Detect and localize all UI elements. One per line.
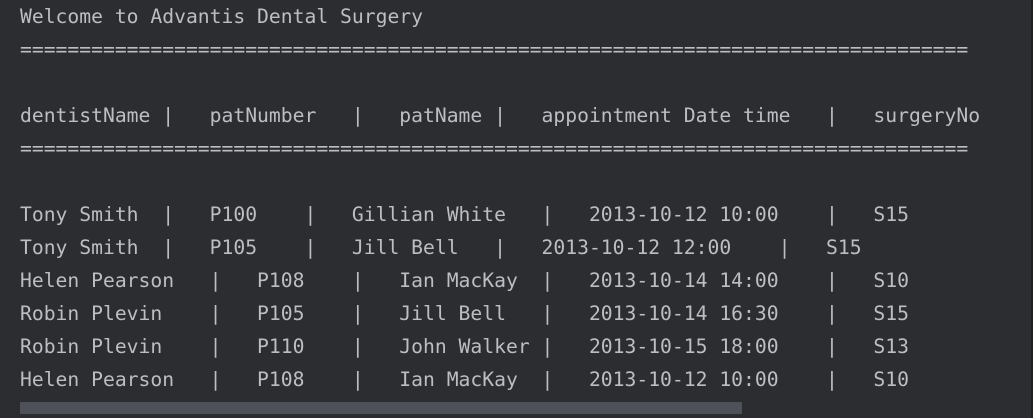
- panel-edge-divider: [1031, 0, 1033, 418]
- blank-line: [20, 66, 980, 99]
- appointment-row: Helen Pearson | P108 | Ian MacKay | 2013…: [20, 368, 909, 391]
- separator-line: ========================================…: [20, 38, 969, 61]
- appointment-row: Robin Plevin | P105 | Jill Bell | 2013-1…: [20, 302, 909, 325]
- table-header-line: dentistName | patNumber | patName | appo…: [20, 104, 981, 127]
- appointment-row: Robin Plevin | P110 | John Walker | 2013…: [20, 335, 909, 358]
- console-output[interactable]: Welcome to Advantis Dental Surgery ======…: [20, 0, 980, 396]
- separator-line: ========================================…: [20, 137, 969, 160]
- appointment-row: Tony Smith | P100 | Gillian White | 2013…: [20, 203, 909, 226]
- welcome-line: Welcome to Advantis Dental Surgery: [20, 5, 423, 28]
- scrollbar-thumb[interactable]: [20, 402, 742, 414]
- blank-line: [20, 165, 980, 198]
- appointment-row: Tony Smith | P105 | Jill Bell | 2013-10-…: [20, 236, 862, 259]
- horizontal-scrollbar[interactable]: [0, 400, 1033, 418]
- appointment-row: Helen Pearson | P108 | Ian MacKay | 2013…: [20, 269, 909, 292]
